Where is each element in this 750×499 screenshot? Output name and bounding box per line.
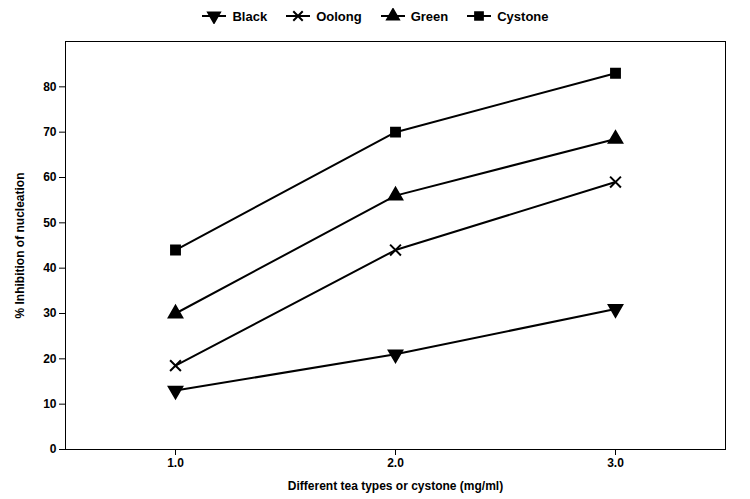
svg-text:20: 20: [43, 352, 57, 366]
svg-text:0: 0: [50, 442, 57, 456]
html-text:Green: Green: [410, 8, 449, 24]
svg-text:80: 80: [43, 80, 57, 94]
svg-text:Different tea types or cystone: Different tea types or cystone (mg/ml): [288, 479, 503, 493]
svg-text:30: 30: [43, 306, 57, 320]
svg-text:2.0: 2.0: [387, 456, 404, 470]
svg-text:50: 50: [43, 216, 57, 230]
svg-text:% Inhibition of nucleation: % Inhibition of nucleation: [13, 173, 27, 319]
html-text:Oolong: Oolong: [316, 8, 362, 24]
svg-text:10: 10: [43, 397, 57, 411]
html-text:Cystone: Cystone: [497, 8, 549, 24]
svg-text:1.0: 1.0: [167, 456, 184, 470]
svg-text:60: 60: [43, 170, 57, 184]
svg-text:3.0: 3.0: [607, 456, 624, 470]
html-text:Black: Black: [232, 8, 268, 24]
svg-text:40: 40: [43, 261, 57, 275]
svg-text:70: 70: [43, 125, 57, 139]
